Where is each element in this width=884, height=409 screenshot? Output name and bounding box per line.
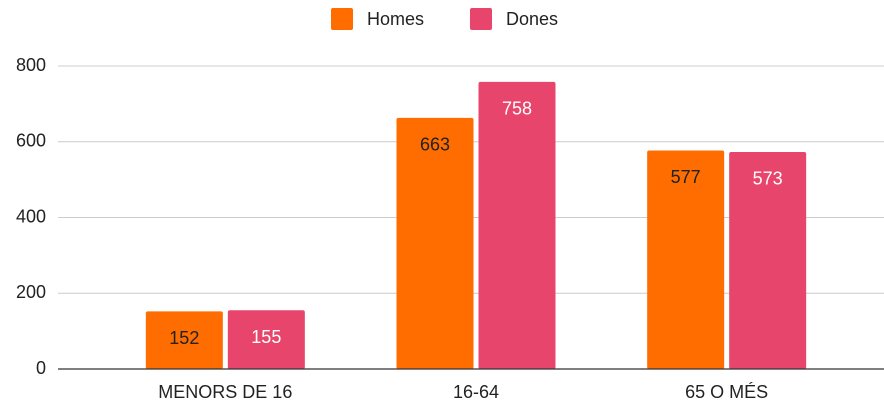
legend-swatch: [331, 8, 353, 30]
bar: [478, 81, 556, 369]
bar: [729, 151, 807, 369]
data-label: 663: [420, 135, 450, 155]
x-tick-label: 65 O MÉS: [685, 382, 768, 402]
legend-swatch: [470, 8, 492, 30]
bar: [227, 310, 305, 369]
y-tick-label: 400: [16, 206, 46, 226]
y-tick-label: 200: [16, 282, 46, 302]
y-tick-label: 800: [16, 55, 46, 75]
data-label: 758: [502, 99, 532, 119]
data-label: 573: [753, 169, 783, 189]
bar: [396, 117, 474, 369]
x-tick-label: MENORS DE 16: [158, 382, 292, 402]
bar: [647, 150, 725, 369]
y-tick-label: 600: [16, 131, 46, 151]
x-tick-label: 16-64: [453, 382, 499, 402]
legend-label: Homes: [367, 9, 424, 29]
y-tick-label: 0: [36, 358, 46, 378]
data-label: 155: [251, 327, 281, 347]
bar: [145, 311, 223, 369]
legend-label: Dones: [506, 9, 558, 29]
data-label: 152: [169, 328, 199, 348]
data-label: 577: [671, 167, 701, 187]
